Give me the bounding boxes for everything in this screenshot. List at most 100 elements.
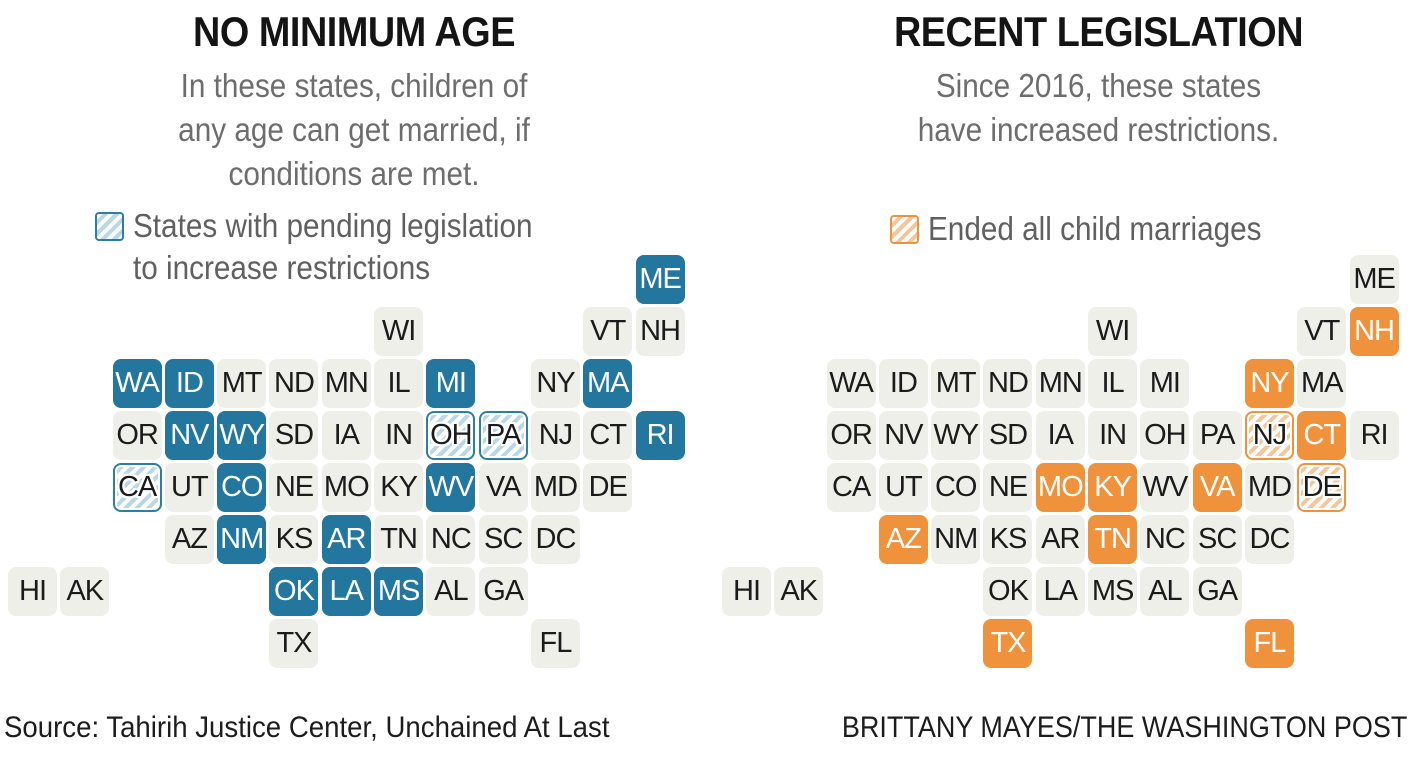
left-map-subtitle: In these states, children of any age can… xyxy=(35,64,672,196)
state-tile-oh: OH xyxy=(1140,411,1190,460)
state-tile-vt: VT xyxy=(583,307,633,356)
state-tile-wv: WV xyxy=(426,463,476,512)
state-tile-nd: ND xyxy=(269,359,319,408)
state-tile-ct: CT xyxy=(1297,411,1347,460)
state-tile-wi: WI xyxy=(1088,307,1138,356)
right-map-title: RECENT LEGISLATION xyxy=(893,8,1304,55)
state-tile-nc: NC xyxy=(1140,515,1190,564)
state-tile-mn: MN xyxy=(321,359,371,408)
state-tile-al: AL xyxy=(426,567,476,616)
state-tile-nd: ND xyxy=(983,359,1033,408)
state-tile-ar: AR xyxy=(321,515,371,564)
state-tile-mt: MT xyxy=(931,359,981,408)
state-tile-md: MD xyxy=(1244,463,1294,512)
state-tile-wy: WY xyxy=(931,411,981,460)
state-tile-id: ID xyxy=(878,359,928,408)
state-tile-tn: TN xyxy=(1088,515,1138,564)
pending-legislation-legend: States with pending legislation to incre… xyxy=(95,205,577,289)
state-tile-tx: TX xyxy=(269,619,319,668)
state-tile-ny: NY xyxy=(1244,359,1294,408)
state-tile-ri: RI xyxy=(635,411,685,460)
state-tile-tx: TX xyxy=(983,619,1033,668)
state-tile-nj: NJ xyxy=(530,411,580,460)
legend-label: States with pending legislation to incre… xyxy=(133,205,533,289)
state-tile-nj: NJ xyxy=(1244,411,1294,460)
panel-recent-legislation: RECENT LEGISLATION Since 2016, these sta… xyxy=(708,0,1417,759)
state-tile-wa: WA xyxy=(112,359,162,408)
state-tile-me: ME xyxy=(635,255,685,304)
subtitle-line: have increased restrictions. xyxy=(917,111,1280,148)
state-tile-wy: WY xyxy=(217,411,267,460)
state-tile-ar: AR xyxy=(1035,515,1085,564)
state-tile-sc: SC xyxy=(1192,515,1242,564)
state-tile-id: ID xyxy=(164,359,214,408)
subtitle-line: In these states, children of xyxy=(180,67,528,104)
state-tile-hi: HI xyxy=(8,567,57,616)
state-tile-nm: NM xyxy=(217,515,267,564)
state-tile-sd: SD xyxy=(983,411,1033,460)
state-tile-fl: FL xyxy=(530,619,580,668)
state-tile-ia: IA xyxy=(1035,411,1085,460)
state-tile-mi: MI xyxy=(1140,359,1190,408)
state-tile-nh: NH xyxy=(635,307,685,356)
author-credit: BRITTANY MAYES/THE WASHINGTON POST xyxy=(841,711,1407,744)
state-tile-nh: NH xyxy=(1349,307,1399,356)
state-tile-in: IN xyxy=(374,411,424,460)
state-tile-wa: WA xyxy=(826,359,876,408)
state-tile-ca: CA xyxy=(826,463,876,512)
state-tile-ma: MA xyxy=(583,359,633,408)
state-tile-fl: FL xyxy=(1244,619,1294,668)
state-tile-ky: KY xyxy=(1088,463,1138,512)
state-tile-ca: CA xyxy=(112,463,162,512)
state-tile-pa: PA xyxy=(478,411,528,460)
state-tile-md: MD xyxy=(530,463,580,512)
state-tile-or: OR xyxy=(826,411,876,460)
state-tile-co: CO xyxy=(217,463,267,512)
state-tile-ny: NY xyxy=(530,359,580,408)
state-tile-az: AZ xyxy=(878,515,928,564)
state-tile-ri: RI xyxy=(1349,411,1399,460)
state-tile-ut: UT xyxy=(164,463,214,512)
source-credit: Source: Tahirih Justice Center, Unchaine… xyxy=(4,711,610,744)
subtitle-line: conditions are met. xyxy=(228,155,480,192)
state-tile-ne: NE xyxy=(983,463,1033,512)
state-tile-ct: CT xyxy=(583,411,633,460)
state-tile-ks: KS xyxy=(983,515,1033,564)
state-tile-ma: MA xyxy=(1297,359,1347,408)
state-tile-ne: NE xyxy=(269,463,319,512)
ended-child-marriages-legend: Ended all child marriages xyxy=(890,208,1299,250)
state-tile-sc: SC xyxy=(478,515,528,564)
state-tile-mo: MO xyxy=(1035,463,1085,512)
state-tile-ms: MS xyxy=(1088,567,1138,616)
state-tile-mn: MN xyxy=(1035,359,1085,408)
state-tile-az: AZ xyxy=(164,515,214,564)
state-tile-co: CO xyxy=(931,463,981,512)
state-tile-nv: NV xyxy=(878,411,928,460)
state-tile-va: VA xyxy=(478,463,528,512)
tile-grid-map-no-minimum-age: ME WI VT NH WA ID MT ND MN IL MI NY MA OR NV WY SD IA IN OH… xyxy=(8,255,685,668)
state-tile-mi: MI xyxy=(426,359,476,408)
state-tile-la: LA xyxy=(1035,567,1085,616)
legend-label-line: States with pending legislation xyxy=(133,207,533,244)
tile-grid-map-recent-legislation: ME WI VT NH WA ID MT ND MN IL MI NY MA OR NV WY SD IA IN OH… xyxy=(722,255,1399,668)
state-tile-nm: NM xyxy=(931,515,981,564)
state-tile-pa: PA xyxy=(1192,411,1242,460)
state-tile-ok: OK xyxy=(269,567,319,616)
left-map-title: NO MINIMUM AGE xyxy=(192,8,515,55)
state-tile-ak: AK xyxy=(774,567,824,616)
state-tile-sd: SD xyxy=(269,411,319,460)
state-tile-ms: MS xyxy=(374,567,424,616)
state-tile-nv: NV xyxy=(164,411,214,460)
state-tile-ok: OK xyxy=(983,567,1033,616)
subtitle-line: Since 2016, these states xyxy=(935,67,1262,104)
state-tile-dc: DC xyxy=(1244,515,1294,564)
legend-label: Ended all child marriages xyxy=(928,208,1261,250)
right-map-subtitle: Since 2016, these states have increased … xyxy=(779,64,1417,152)
state-tile-hi: HI xyxy=(722,567,771,616)
state-tile-ia: IA xyxy=(321,411,371,460)
state-tile-ak: AK xyxy=(60,567,110,616)
state-tile-ga: GA xyxy=(1192,567,1242,616)
state-tile-dc: DC xyxy=(530,515,580,564)
state-tile-ky: KY xyxy=(374,463,424,512)
state-tile-or: OR xyxy=(112,411,162,460)
